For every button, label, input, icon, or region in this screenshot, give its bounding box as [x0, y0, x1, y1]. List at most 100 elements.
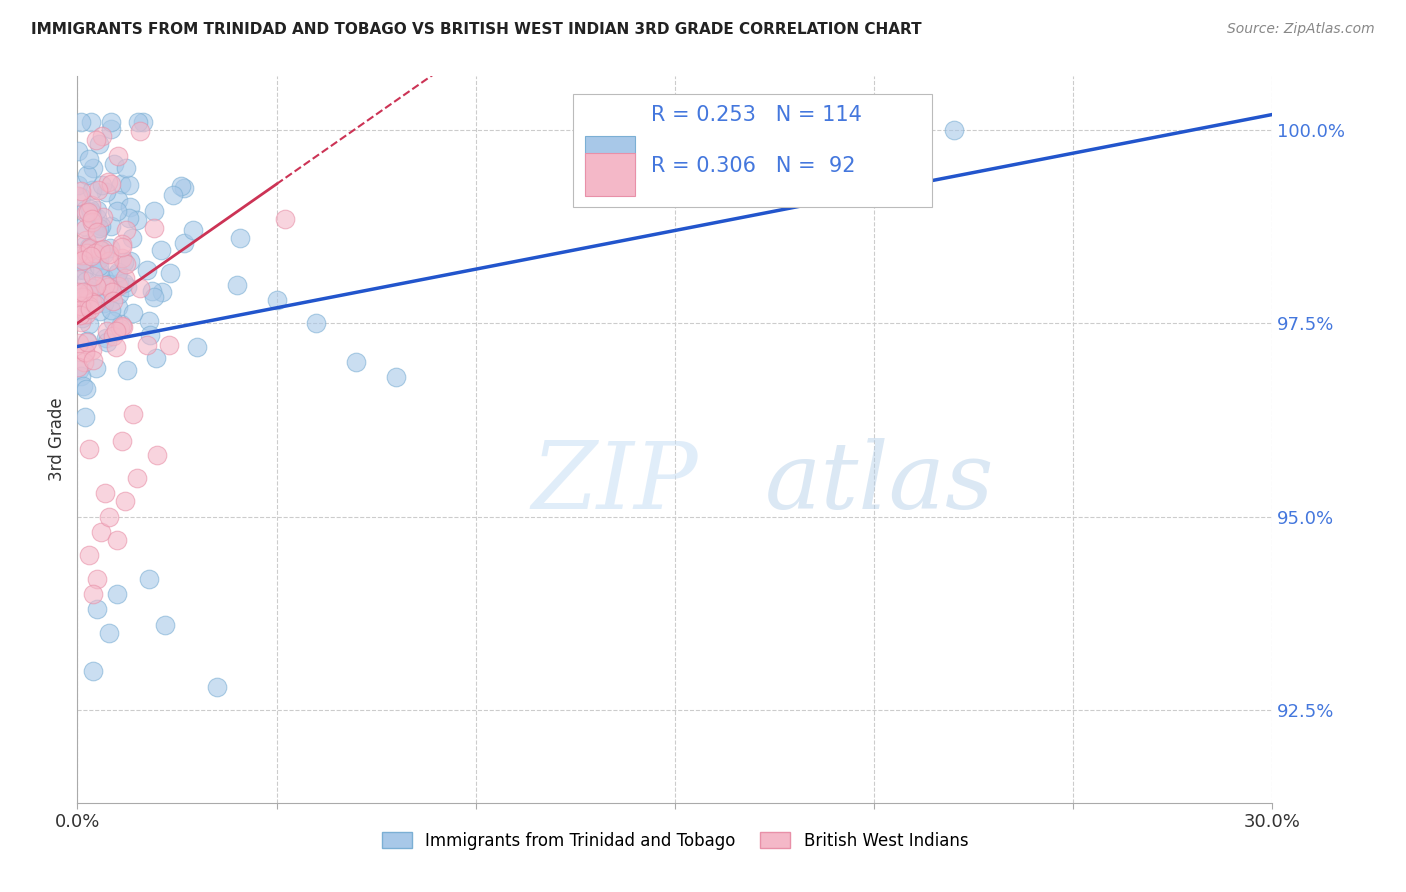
- Point: [75, 307, 97, 321]
- Point: [111, 237, 134, 252]
- Point: [69, 335, 91, 350]
- Point: [82, 587, 104, 601]
- Point: [79, 242, 101, 256]
- Point: [139, 327, 162, 342]
- Point: [107, 278, 129, 293]
- Point: [87, 221, 110, 235]
- Point: [69, 308, 91, 322]
- Point: [77, 299, 100, 313]
- Point: [98, 625, 121, 640]
- Point: [89, 264, 111, 278]
- Point: [79, 442, 101, 456]
- Point: [79, 301, 101, 316]
- Point: [111, 434, 134, 448]
- Point: [91, 242, 114, 256]
- Point: [76, 246, 98, 260]
- Point: [118, 178, 141, 193]
- Point: [120, 254, 142, 268]
- Point: [67, 263, 90, 277]
- Point: [100, 177, 122, 191]
- Point: [111, 252, 134, 266]
- Point: [127, 471, 149, 485]
- Point: [98, 241, 121, 255]
- Point: [72, 256, 94, 270]
- Point: [111, 319, 134, 334]
- Point: [86, 278, 108, 293]
- Text: R = 0.306   N =  92: R = 0.306 N = 92: [651, 156, 855, 176]
- Point: [67, 287, 90, 301]
- Point: [75, 410, 97, 425]
- FancyBboxPatch shape: [585, 136, 636, 179]
- Point: [105, 268, 128, 282]
- Point: [141, 284, 163, 298]
- Point: [157, 338, 180, 352]
- Point: [82, 215, 104, 229]
- Point: [143, 290, 166, 304]
- Point: [82, 183, 104, 197]
- Point: [96, 325, 118, 339]
- Point: [105, 324, 128, 338]
- Point: [80, 281, 103, 295]
- Point: [86, 225, 108, 239]
- Point: [121, 230, 143, 244]
- Point: [82, 353, 104, 368]
- Point: [75, 233, 97, 247]
- Point: [70, 248, 93, 262]
- Point: [90, 178, 112, 192]
- Point: [84, 246, 107, 260]
- Point: [162, 187, 184, 202]
- Point: [111, 240, 134, 254]
- Point: [67, 188, 90, 202]
- Point: [100, 219, 122, 233]
- Point: [96, 185, 118, 199]
- Point: [105, 204, 128, 219]
- Point: [150, 243, 173, 257]
- Point: [77, 286, 100, 301]
- Point: [122, 306, 145, 320]
- Point: [114, 271, 136, 285]
- Point: [128, 281, 150, 295]
- Point: [75, 382, 97, 396]
- Point: [86, 227, 108, 241]
- Point: [143, 203, 166, 218]
- Point: [89, 259, 111, 273]
- Point: [115, 257, 138, 271]
- Point: [93, 246, 115, 260]
- Point: [305, 316, 328, 330]
- Text: R = 0.253   N = 114: R = 0.253 N = 114: [651, 105, 862, 125]
- Point: [93, 278, 115, 293]
- Point: [96, 334, 118, 349]
- Point: [79, 283, 101, 297]
- Point: [84, 133, 107, 147]
- Point: [385, 370, 408, 384]
- Point: [173, 181, 195, 195]
- Point: [117, 211, 139, 226]
- Point: [72, 301, 94, 316]
- Point: [67, 285, 90, 299]
- Point: [67, 363, 90, 377]
- Point: [112, 255, 135, 269]
- Point: [72, 379, 94, 393]
- Point: [159, 266, 181, 280]
- Point: [77, 239, 100, 253]
- Point: [229, 231, 252, 245]
- Point: [101, 285, 124, 299]
- Point: [67, 178, 90, 192]
- Point: [153, 618, 176, 632]
- Point: [111, 320, 134, 334]
- Point: [205, 680, 228, 694]
- Point: [98, 247, 121, 261]
- Point: [67, 246, 90, 260]
- Point: [138, 314, 160, 328]
- Point: [69, 271, 91, 285]
- Point: [72, 263, 94, 277]
- Point: [127, 115, 149, 129]
- Point: [105, 533, 128, 547]
- Point: [96, 330, 118, 344]
- Point: [122, 407, 145, 421]
- Point: [72, 295, 94, 310]
- Point: [89, 252, 111, 267]
- Point: [67, 360, 90, 375]
- Point: [136, 262, 159, 277]
- Point: [98, 509, 121, 524]
